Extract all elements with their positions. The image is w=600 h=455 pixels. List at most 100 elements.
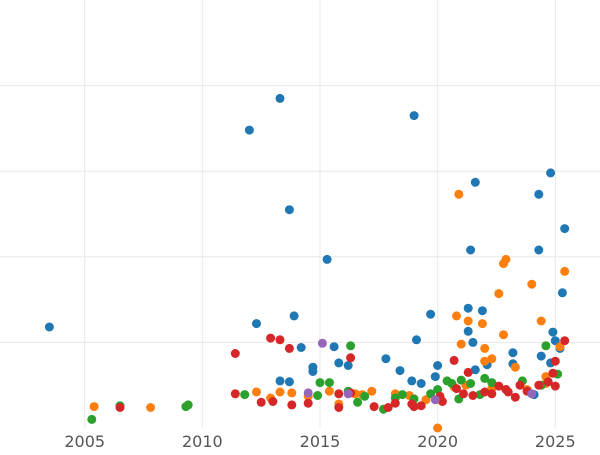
data-point: [527, 279, 537, 289]
data-point: [494, 289, 504, 299]
data-point: [343, 389, 353, 399]
data-point: [287, 400, 297, 410]
data-point: [334, 389, 344, 399]
data-point: [416, 379, 426, 388]
data-point: [360, 391, 370, 401]
data-point: [463, 303, 473, 313]
series-3: [87, 341, 563, 424]
data-point: [289, 311, 299, 321]
data-point: [463, 316, 473, 326]
data-point: [501, 385, 511, 394]
data-point: [546, 168, 556, 178]
x-tick-label: 2010: [182, 432, 223, 450]
data-point: [346, 353, 356, 363]
data-point: [560, 266, 570, 276]
data-point: [252, 319, 261, 329]
data-point: [367, 386, 377, 396]
data-point: [527, 389, 537, 399]
data-point: [407, 376, 417, 386]
data-point: [89, 402, 99, 412]
data-point: [468, 337, 478, 347]
data-point: [303, 388, 313, 398]
data-point: [534, 189, 544, 199]
data-point: [466, 245, 476, 255]
data-point: [284, 205, 294, 215]
data-point: [343, 361, 353, 370]
data-point: [275, 387, 285, 397]
data-point: [252, 387, 261, 397]
data-point: [324, 378, 334, 388]
series-5: [303, 338, 537, 405]
data-point: [487, 378, 497, 388]
data-point: [454, 189, 464, 199]
data-point: [268, 397, 278, 406]
series-1: [44, 93, 570, 400]
data-point: [430, 395, 440, 405]
data-point: [426, 309, 436, 319]
data-point: [313, 391, 323, 400]
data-point: [240, 390, 250, 400]
data-point: [550, 381, 560, 391]
data-point: [487, 389, 497, 399]
data-points: [44, 93, 570, 433]
data-point: [324, 386, 334, 396]
data-point: [449, 355, 459, 365]
data-point: [230, 389, 240, 399]
data-point: [560, 336, 570, 346]
x-tick-label: 2025: [535, 432, 576, 450]
data-point: [230, 349, 240, 358]
data-point: [397, 390, 407, 400]
data-point: [456, 375, 466, 385]
data-point: [146, 403, 156, 412]
data-point: [44, 322, 54, 332]
data-point: [548, 368, 558, 378]
data-point: [548, 327, 558, 337]
data-point: [383, 403, 393, 412]
data-point: [499, 330, 508, 340]
data-point: [315, 378, 325, 388]
data-point: [541, 341, 551, 351]
data-point: [477, 306, 487, 316]
series-2: [89, 189, 570, 433]
data-point: [334, 358, 344, 368]
data-point: [480, 373, 490, 383]
data-point: [510, 392, 520, 402]
data-point: [452, 311, 461, 321]
data-point: [296, 343, 306, 352]
data-point: [466, 379, 476, 388]
data-point: [550, 356, 560, 366]
data-point: [534, 245, 544, 255]
data-point: [256, 397, 266, 407]
data-point: [353, 397, 363, 407]
data-point: [284, 377, 294, 387]
data-point: [115, 403, 125, 412]
data-point: [308, 362, 318, 372]
data-point: [409, 111, 419, 121]
data-point: [275, 335, 285, 345]
data-point: [317, 338, 327, 348]
data-point: [543, 377, 553, 387]
data-point: [487, 354, 497, 364]
data-point: [510, 362, 520, 372]
data-point: [536, 351, 546, 361]
data-point: [534, 380, 544, 390]
data-point: [369, 402, 379, 412]
data-point: [560, 224, 570, 234]
data-point: [412, 335, 421, 345]
data-point: [244, 125, 254, 135]
series-4: [115, 333, 570, 412]
data-point: [430, 372, 440, 382]
data-point: [433, 423, 443, 433]
data-point: [266, 333, 276, 343]
x-tick-label: 2005: [64, 432, 105, 450]
data-point: [275, 376, 285, 386]
data-point: [381, 354, 391, 364]
data-point: [456, 339, 466, 349]
data-point: [463, 367, 473, 377]
x-tick-label: 2020: [417, 432, 458, 450]
data-point: [322, 254, 332, 264]
data-point: [536, 316, 546, 326]
data-point: [390, 398, 400, 408]
data-point: [433, 385, 443, 394]
